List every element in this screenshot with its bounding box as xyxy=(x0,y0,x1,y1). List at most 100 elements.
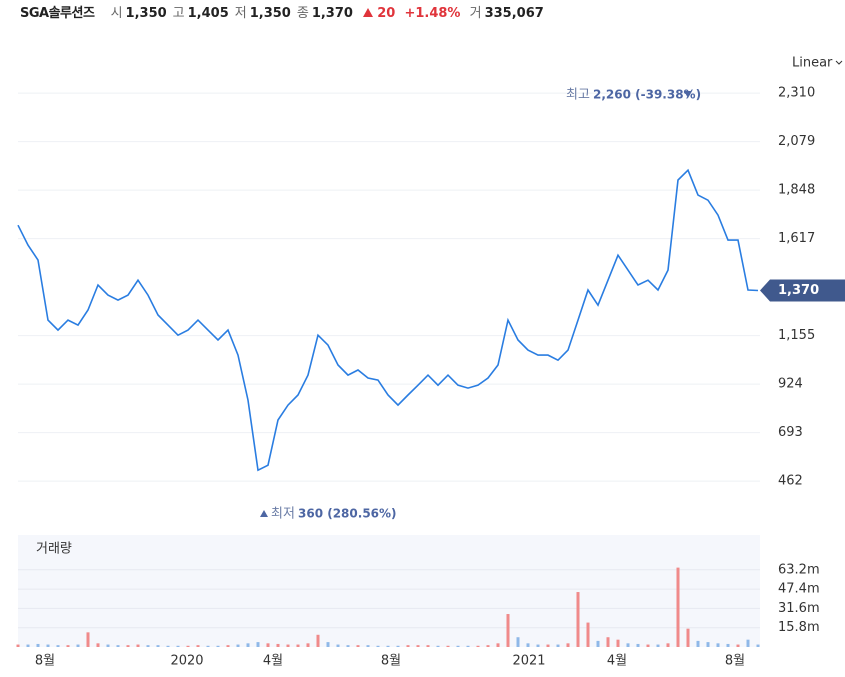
scale-toggle[interactable]: Linear xyxy=(792,56,833,71)
volume-bar xyxy=(216,645,220,647)
high-marker xyxy=(684,91,692,98)
volume-bar xyxy=(746,639,750,647)
volume-bar xyxy=(76,644,80,647)
volume-bar xyxy=(406,645,410,647)
x-tick-label: 8월 xyxy=(725,654,745,669)
volume-bar xyxy=(586,622,590,647)
volume-bar xyxy=(686,628,690,647)
volume-bar xyxy=(376,645,380,647)
volume-bar xyxy=(426,645,430,647)
y-tick-label: 462 xyxy=(778,474,803,489)
volume-bar xyxy=(246,643,250,647)
volume-bar xyxy=(226,645,230,647)
stock-header: SGA솔루션즈 시 1,350 고 1,405 저 1,350 종 1,370 20 +1.4… xyxy=(20,2,550,21)
volume-bar xyxy=(16,644,20,647)
volume-bar xyxy=(576,592,580,647)
y-tick-label: 693 xyxy=(778,425,803,440)
volume-bar xyxy=(176,645,180,647)
volume-bar xyxy=(136,644,140,647)
volume-tick-label: 47.4m xyxy=(778,582,820,597)
quote-label: 저 xyxy=(234,6,247,21)
volume-bar xyxy=(96,643,100,647)
volume-bar xyxy=(546,644,550,647)
volume-bar xyxy=(486,645,490,647)
volume-bar xyxy=(476,645,480,647)
volume-bar xyxy=(436,645,440,647)
volume-bar xyxy=(196,645,200,647)
low-marker xyxy=(260,510,268,517)
volume-bar xyxy=(186,645,190,647)
volume-bar xyxy=(516,637,520,647)
volume-title: 거래량 xyxy=(36,542,72,557)
volume-bar xyxy=(26,644,30,647)
volume-bar xyxy=(526,643,530,647)
volume-bar xyxy=(706,642,710,647)
volume-bar xyxy=(396,645,400,647)
volume-bar xyxy=(326,642,330,647)
y-tick-label: 1,848 xyxy=(778,183,815,198)
quote-label: 고 xyxy=(172,6,185,21)
quote-value: 1,350 xyxy=(249,6,291,21)
y-tick-label: 2,079 xyxy=(778,134,815,149)
low-label: 최저 xyxy=(271,507,295,522)
change-pct: +1.48% xyxy=(404,6,461,21)
x-tick-label: 2021 xyxy=(512,654,545,669)
volume-bar xyxy=(126,645,130,647)
y-tick-label: 1,617 xyxy=(778,231,815,246)
volume-bar xyxy=(566,643,570,647)
volume-bar xyxy=(356,645,360,647)
volume-bar xyxy=(736,644,740,647)
volume-bar xyxy=(676,567,680,647)
volume-bar xyxy=(86,632,90,647)
x-tick-label: 4월 xyxy=(607,654,627,669)
volume-bar xyxy=(106,644,110,647)
volume-bar xyxy=(646,644,650,647)
current-price-box xyxy=(760,279,845,302)
volume-label: 거 xyxy=(469,6,482,21)
y-tick-label: 2,310 xyxy=(778,86,815,101)
x-tick-label: 4월 xyxy=(263,654,283,669)
quote-value: 1,370 xyxy=(311,6,353,21)
volume-bar xyxy=(756,644,760,647)
volume-bar xyxy=(716,643,720,647)
volume-bar xyxy=(276,643,280,647)
up-arrow xyxy=(363,8,374,17)
volume-bar xyxy=(36,643,40,647)
volume-bar xyxy=(496,643,500,647)
quote-label: 종 xyxy=(296,6,309,21)
volume-bar xyxy=(616,639,620,647)
stock-name: SGA솔루션즈 xyxy=(20,6,95,21)
volume-bar xyxy=(306,643,310,647)
volume-bar xyxy=(556,644,560,647)
quote-items: 시 1,350 고 1,405 저 1,350 종 1,370 xyxy=(111,6,359,21)
volume-bar xyxy=(656,644,660,647)
volume-bar xyxy=(446,645,450,647)
y-tick-label: 1,155 xyxy=(778,328,815,343)
volume-bar xyxy=(606,637,610,647)
volume-bar xyxy=(156,645,160,647)
volume-bar xyxy=(456,645,460,647)
volume-bar xyxy=(466,645,470,647)
volume-bar xyxy=(296,644,300,647)
x-tick-label: 2020 xyxy=(170,654,203,669)
quote-value: 1,405 xyxy=(187,6,229,21)
volume-bar xyxy=(46,644,50,647)
high-text: 2,260 (-39.38%) xyxy=(593,88,701,102)
volume-bar xyxy=(536,644,540,647)
volume-bar xyxy=(116,645,120,647)
volume-bar xyxy=(506,614,510,647)
chevron[interactable] xyxy=(835,60,843,65)
volume-bar xyxy=(726,643,730,647)
current-price-label: 1,370 xyxy=(778,283,819,298)
volume-bar xyxy=(366,645,370,647)
volume-bar xyxy=(336,644,340,647)
volume-bar xyxy=(596,640,600,647)
volume-bar xyxy=(256,642,260,647)
volume-tick-label: 31.6m xyxy=(778,601,820,616)
volume-bar xyxy=(316,634,320,647)
volume-bar xyxy=(56,645,60,647)
volume-tick-label: 15.8m xyxy=(778,620,820,635)
volume-bar xyxy=(146,645,150,647)
change: 20 xyxy=(377,6,396,21)
volume-bar xyxy=(166,645,170,647)
